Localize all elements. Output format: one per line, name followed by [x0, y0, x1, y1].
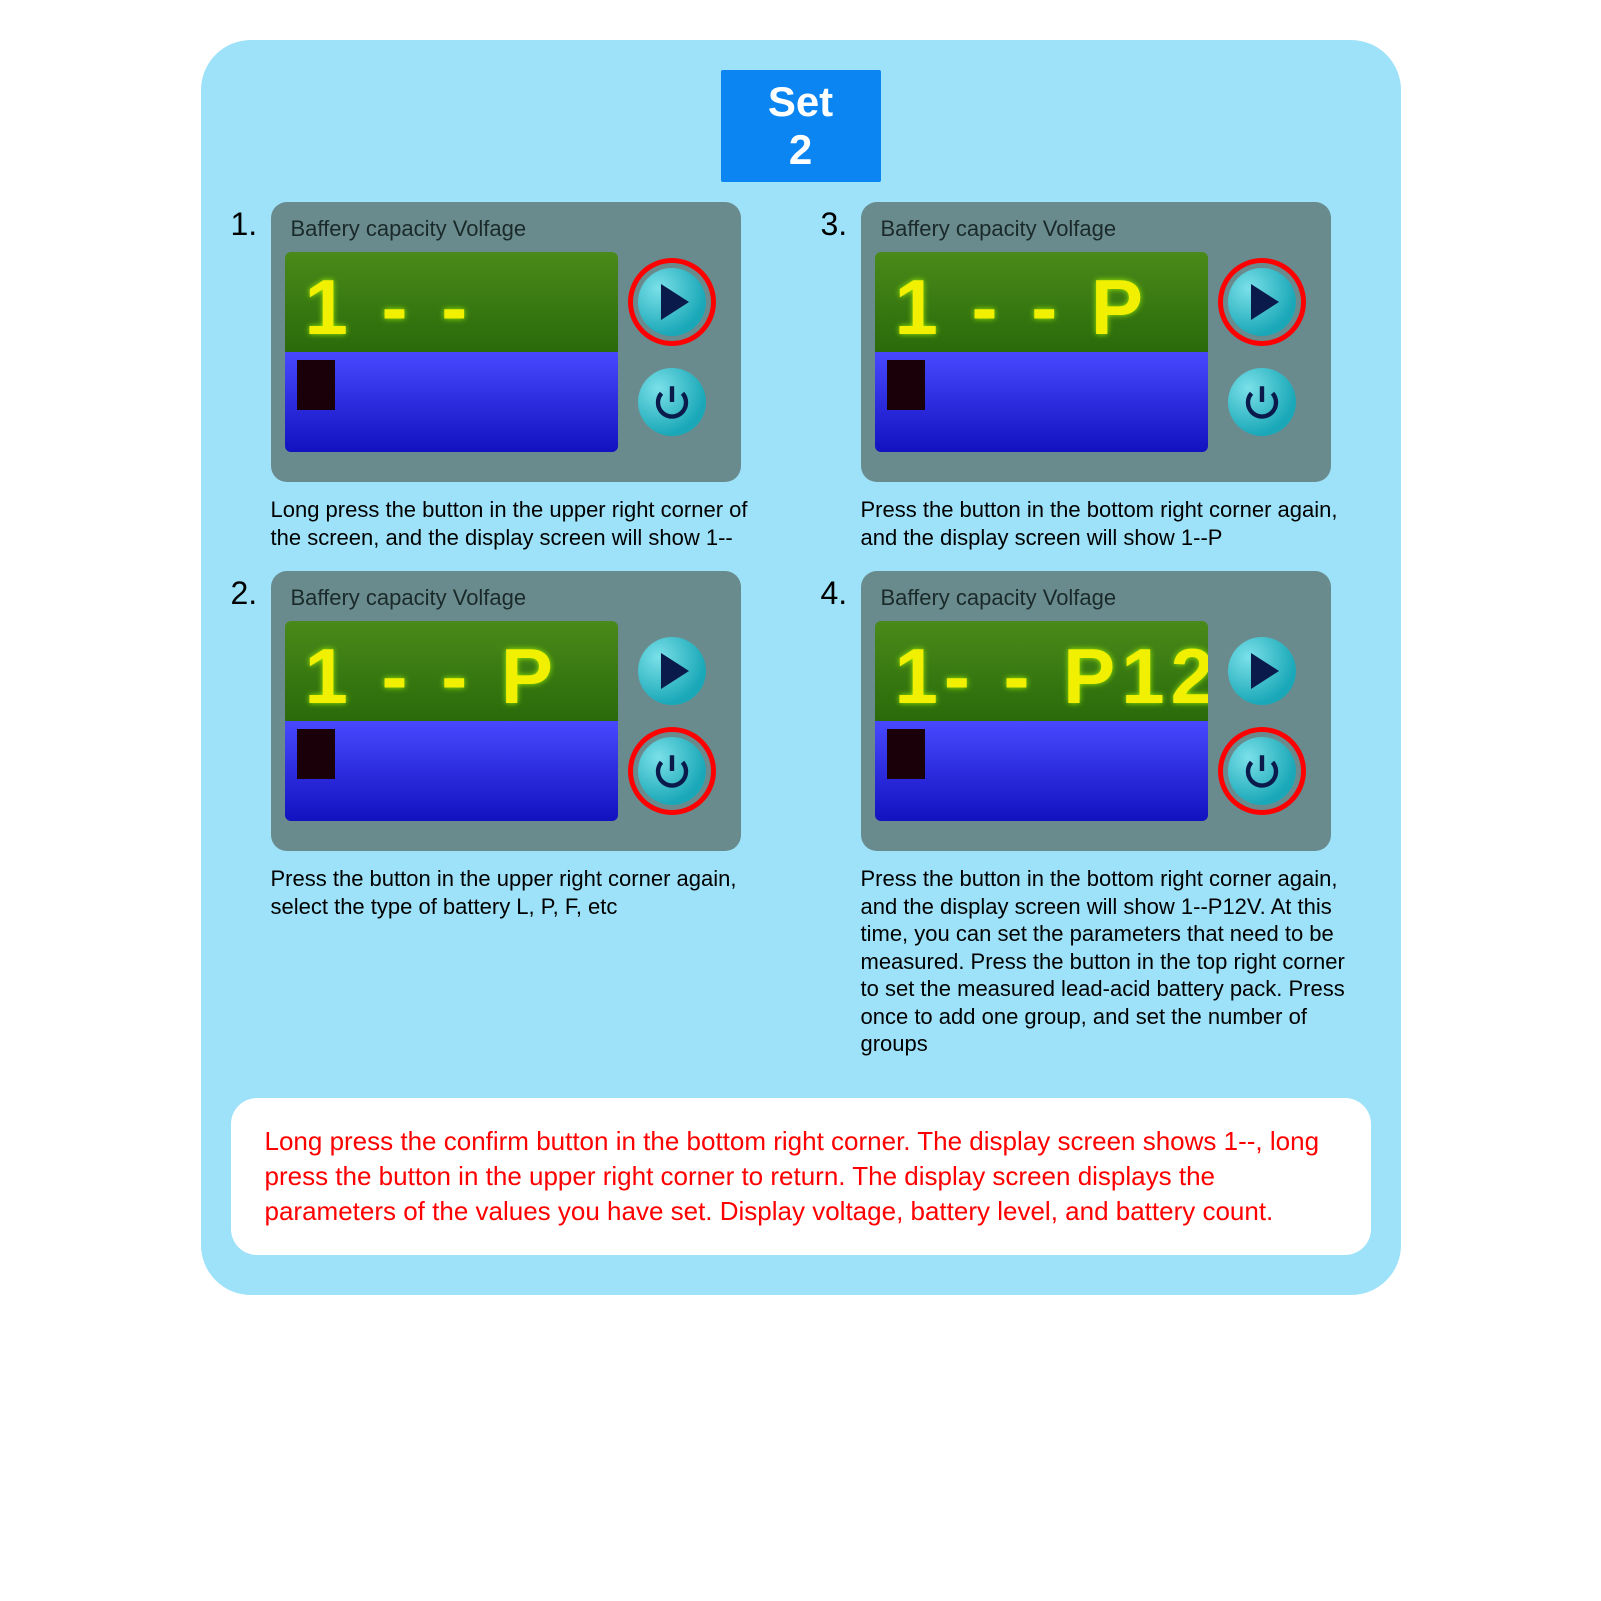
segment-readout: 1 - - P	[895, 262, 1199, 353]
lcd-screen: 1 - - P	[875, 252, 1209, 452]
infographic-card: Set 2 1. Baffery capacity Volfage 1 - -	[201, 40, 1401, 1295]
step-number: 1.	[231, 202, 271, 243]
segment-readout: 1- - P12v	[895, 631, 1199, 722]
step-caption: Press the button in the bottom right cor…	[821, 496, 1371, 551]
power-icon	[1241, 750, 1283, 792]
lcd-screen: 1 - -	[285, 252, 619, 452]
lcd-screen: 1 - - P	[285, 621, 619, 821]
battery-icon	[297, 360, 335, 410]
play-icon	[661, 653, 689, 689]
step-3: 3. Baffery capacity Volfage 1 - - P	[821, 202, 1371, 551]
step-caption: Press the button in the bottom right cor…	[821, 865, 1371, 1058]
steps-grid: 1. Baffery capacity Volfage 1 - -	[231, 202, 1371, 1058]
step-number: 3.	[821, 202, 861, 243]
power-button[interactable]	[1223, 363, 1301, 441]
device-label: Baffery capacity Volfage	[291, 216, 727, 242]
segment-readout: 1 - - P	[305, 631, 609, 722]
power-icon	[1241, 381, 1283, 423]
play-button[interactable]	[633, 632, 711, 710]
device-label: Baffery capacity Volfage	[881, 216, 1317, 242]
title-badge: Set 2	[721, 70, 881, 182]
power-icon	[651, 750, 693, 792]
play-icon	[661, 284, 689, 320]
step-caption: Press the button in the upper right corn…	[231, 865, 781, 920]
step-1: 1. Baffery capacity Volfage 1 - -	[231, 202, 781, 551]
step-number: 4.	[821, 571, 861, 612]
device-panel: Baffery capacity Volfage 1- - P12v	[861, 571, 1331, 851]
play-button[interactable]	[633, 263, 711, 341]
play-button[interactable]	[1223, 632, 1301, 710]
play-button[interactable]	[1223, 263, 1301, 341]
power-button[interactable]	[633, 732, 711, 810]
step-4: 4. Baffery capacity Volfage 1- - P12v	[821, 571, 1371, 1058]
step-caption: Long press the button in the upper right…	[231, 496, 781, 551]
step-number: 2.	[231, 571, 271, 612]
lcd-screen: 1- - P12v	[875, 621, 1209, 821]
device-label: Baffery capacity Volfage	[881, 585, 1317, 611]
battery-icon	[887, 360, 925, 410]
battery-icon	[887, 729, 925, 779]
device-panel: Baffery capacity Volfage 1 - - P	[861, 202, 1331, 482]
power-button[interactable]	[633, 363, 711, 441]
device-label: Baffery capacity Volfage	[291, 585, 727, 611]
play-icon	[1251, 653, 1279, 689]
step-2: 2. Baffery capacity Volfage 1 - - P	[231, 571, 781, 1058]
segment-readout: 1 - -	[305, 262, 609, 353]
device-panel: Baffery capacity Volfage 1 - -	[271, 202, 741, 482]
power-icon	[651, 381, 693, 423]
battery-icon	[297, 729, 335, 779]
play-icon	[1251, 284, 1279, 320]
power-button[interactable]	[1223, 732, 1301, 810]
footnote-box: Long press the confirm button in the bot…	[231, 1098, 1371, 1255]
device-panel: Baffery capacity Volfage 1 - - P	[271, 571, 741, 851]
